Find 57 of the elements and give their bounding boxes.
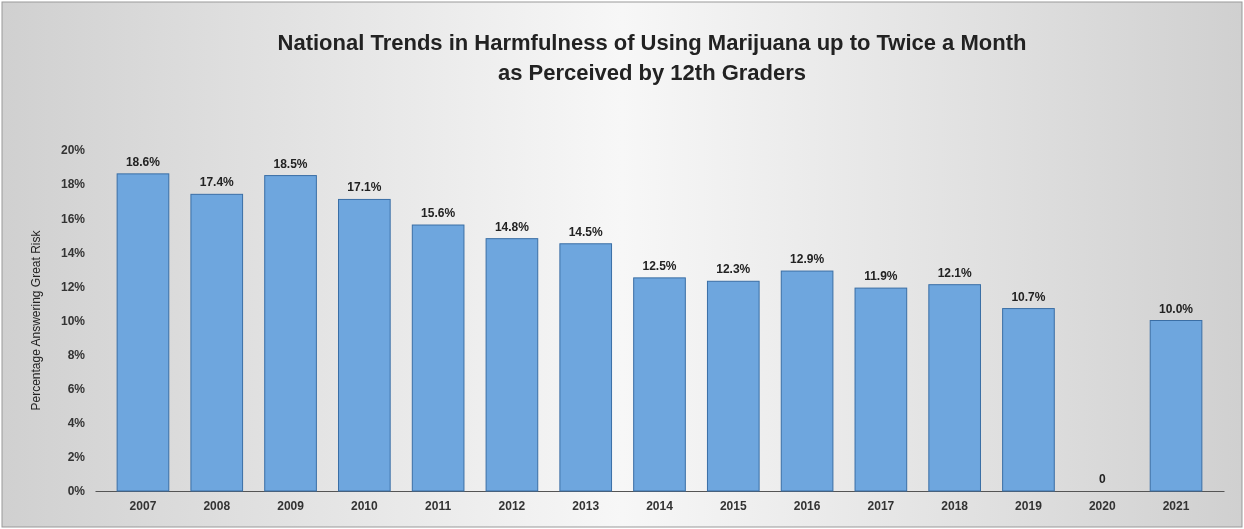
data-label: 11.9% (864, 269, 898, 284)
y-tick-label: 20% (60, 143, 86, 158)
bar (485, 238, 539, 492)
data-label: 12.3% (716, 262, 751, 277)
x-tick-label: 2007 (129, 498, 157, 513)
x-tick-label: 2009 (277, 498, 305, 513)
bar (928, 284, 981, 492)
bar (633, 277, 686, 492)
x-tick-label: 2020 (1088, 498, 1116, 513)
data-label: 14.8% (494, 219, 530, 234)
y-tick-label: 14% (60, 245, 86, 260)
x-tick-label: 2011 (425, 498, 452, 513)
y-tick-label: 0% (67, 484, 86, 499)
data-label: 14.5% (568, 224, 604, 239)
y-tick-label: 6% (67, 382, 86, 397)
bar (411, 224, 465, 492)
y-tick-label: 4% (67, 416, 86, 431)
bar (190, 193, 244, 492)
y-axis-title: Percentage Answering Great Risk (29, 229, 43, 411)
data-label: 12.5% (642, 258, 677, 273)
bar (264, 175, 317, 492)
bar (1149, 320, 1203, 492)
x-tick-label: 2016 (793, 498, 821, 513)
y-tick-label: 16% (60, 211, 86, 226)
bar (116, 173, 170, 492)
x-tick-label: 2015 (719, 498, 747, 513)
bar (854, 287, 908, 492)
x-tick-label: 2012 (498, 498, 526, 513)
y-tick-label: 2% (67, 450, 86, 465)
data-label: 17.1% (347, 180, 382, 195)
x-tick-label: 2013 (572, 498, 600, 513)
x-tick-label: 2010 (350, 498, 379, 513)
data-label: 12.1% (937, 265, 972, 280)
y-tick-label: 8% (67, 347, 86, 362)
bar (338, 198, 391, 492)
y-tick-label: 12% (60, 279, 86, 294)
data-label: 17.4% (199, 175, 235, 190)
x-tick-label: 2021 (1162, 498, 1190, 513)
x-tick-label: 2017 (867, 498, 895, 513)
x-tick-label: 2018 (941, 498, 969, 513)
y-tick-label: 18% (60, 177, 86, 192)
data-label: 10.7% (1011, 289, 1046, 304)
bar (1002, 308, 1055, 492)
y-tick-label: 10% (60, 313, 86, 328)
data-label: 0 (1098, 472, 1106, 486)
data-label: 10.0% (1159, 301, 1194, 316)
bar (706, 280, 760, 492)
x-tick-label: 2008 (203, 498, 231, 513)
data-label: 18.5% (273, 156, 308, 171)
x-tick-label: 2019 (1015, 498, 1043, 513)
chart-title: National Trends in Harmfulness of Using Marijuana up to Twice a Month as Perceived by 12th Graders (277, 30, 1027, 85)
bar (780, 270, 834, 492)
x-tick-label: 2014 (646, 498, 674, 513)
data-label: 18.6% (125, 154, 161, 169)
data-label: 15.6% (421, 206, 456, 221)
data-label: 12.9% (790, 252, 825, 267)
bar (559, 243, 613, 492)
